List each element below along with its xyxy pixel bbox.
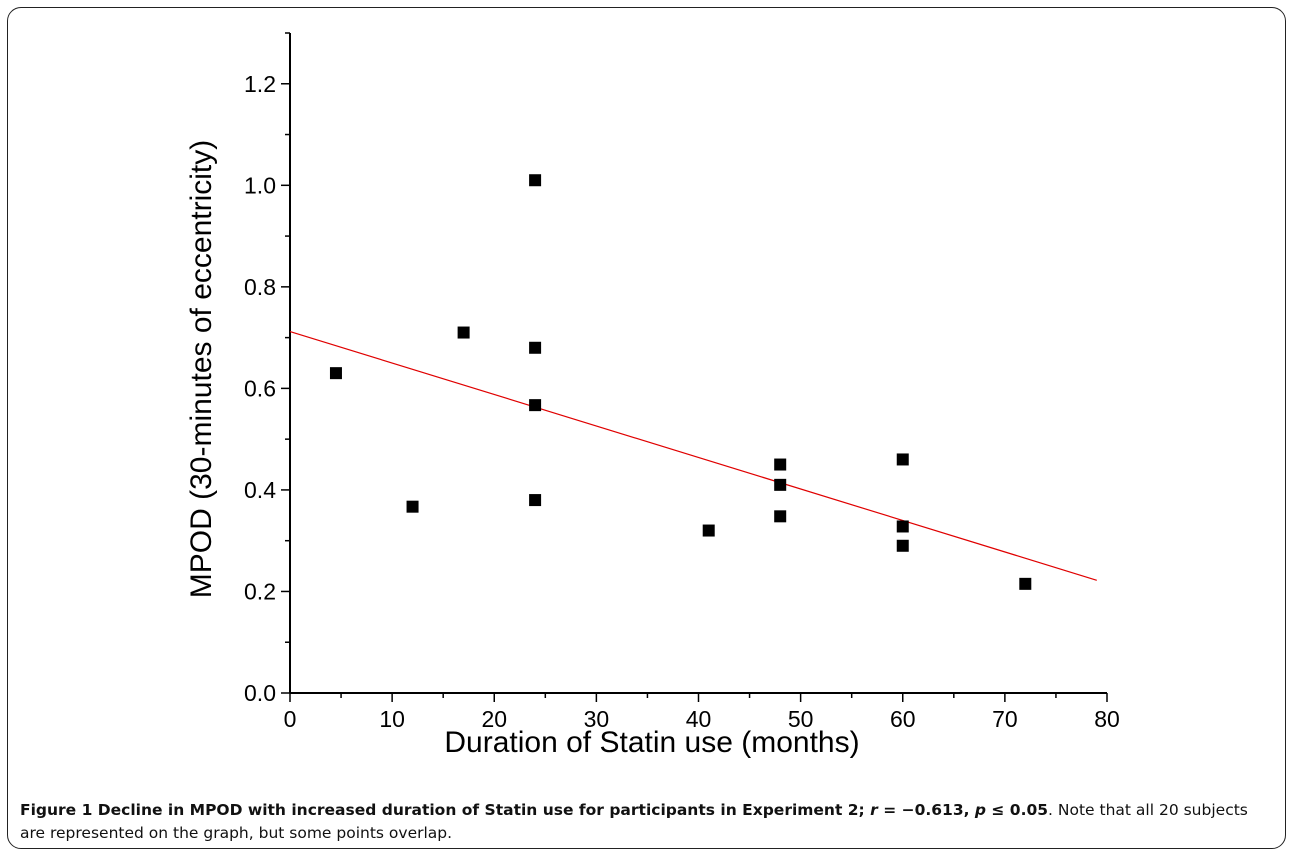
fit-line-group — [289, 330, 1097, 581]
x-tick-label: 20 — [481, 706, 507, 732]
caption-p-value: ≤ 0.05 — [986, 801, 1049, 819]
x-tick-label: 0 — [284, 706, 297, 732]
data-point — [896, 520, 909, 533]
data-point — [529, 399, 542, 412]
axes — [289, 33, 1107, 694]
y-tick-label: 0.6 — [244, 375, 276, 401]
figure-caption: Figure 1 Decline in MPOD with increased … — [20, 799, 1275, 845]
y-tick-label: 1.2 — [244, 71, 276, 97]
x-tick-label: 50 — [788, 706, 814, 732]
scatter-chart: 0 10 20 30 40 50 60 70 80 0.0 0.2 0.4 0.6 0.8 1.0 1.2 D… — [185, 32, 1120, 759]
data-point — [1019, 577, 1032, 590]
data-point — [774, 458, 787, 471]
y-tick-label: 0.2 — [244, 578, 276, 604]
x-axis-label: Duration of Statin use (months) — [444, 726, 859, 759]
y-axis-label: MPOD (30-minutes of eccentricity) — [185, 140, 218, 598]
x-tick-label: 30 — [584, 706, 610, 732]
data-point — [529, 341, 542, 354]
y-tick-label: 1.0 — [244, 172, 276, 198]
regression-line — [289, 330, 1097, 581]
data-point — [896, 453, 909, 466]
data-point — [896, 539, 909, 552]
y-tick-label: 0.4 — [244, 477, 276, 503]
x-tick-label: 10 — [379, 706, 405, 732]
points-group — [329, 174, 1032, 590]
data-point — [774, 510, 787, 523]
x-tick-label: 60 — [890, 706, 916, 732]
data-point — [406, 500, 419, 513]
caption-r-symbol: r — [870, 801, 878, 819]
data-point — [457, 326, 470, 339]
y-tick-label: 0.0 — [244, 680, 276, 706]
data-point — [774, 478, 787, 491]
figure-frame — [7, 7, 1286, 849]
x-tick-label: 80 — [1094, 706, 1120, 732]
data-point — [702, 524, 715, 537]
x-tick-label: 70 — [992, 706, 1018, 732]
caption-bold: Figure 1 Decline in MPOD with increased … — [20, 801, 871, 819]
ticks: 0 10 20 30 40 50 60 70 80 0.0 0.2 0.4 0.6 0.8 1.0 1.2 — [244, 32, 1120, 732]
y-tick-label: 0.8 — [244, 274, 276, 300]
data-point — [329, 367, 342, 380]
data-point — [529, 494, 542, 507]
caption-r-value: = −0.613, — [877, 801, 975, 819]
caption-p-symbol: p — [974, 801, 987, 819]
data-point — [529, 174, 542, 187]
x-tick-label: 40 — [686, 706, 712, 732]
caption-rest: . Note that all 20 subjects are represen… — [20, 801, 1248, 842]
